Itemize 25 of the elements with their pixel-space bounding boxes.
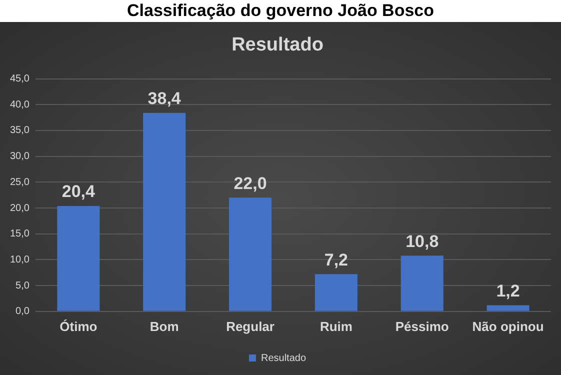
legend-label: Resultado	[260, 352, 306, 364]
data-label: 10,8	[406, 232, 439, 251]
data-label: 7,2	[324, 250, 348, 270]
data-label: 1,2	[496, 281, 520, 300]
y-tick-label: 40,0	[10, 99, 30, 110]
x-tick-label: Péssimo	[395, 318, 449, 334]
y-tick-label: 5,0	[16, 280, 30, 292]
y-tick-label: 20,0	[10, 202, 30, 214]
x-tick-label: Regular	[226, 318, 274, 334]
y-tick-label: 15,0	[10, 228, 30, 240]
chart-title: Classificação do governo João Bosco	[126, 0, 436, 22]
data-label: 22,0	[234, 174, 267, 193]
y-tick-label: 30,0	[10, 151, 30, 162]
data-label: 20,4	[62, 182, 96, 202]
data-label: 38,4	[148, 89, 182, 108]
y-tick-label: 35,0	[10, 125, 30, 136]
y-tick-label: 45,0	[10, 74, 30, 85]
x-tick-label: Bom	[150, 318, 179, 334]
y-tick-label: 0,0	[16, 306, 30, 318]
x-tick-label: Não opinou	[472, 318, 544, 334]
y-tick-label: 10,0	[10, 254, 30, 266]
y-tick-label: 25,0	[10, 176, 30, 188]
x-tick-label: Ruim	[320, 318, 352, 334]
x-tick-label: Ótimo	[60, 318, 98, 334]
chart-subtitle: Resultado	[232, 34, 324, 56]
